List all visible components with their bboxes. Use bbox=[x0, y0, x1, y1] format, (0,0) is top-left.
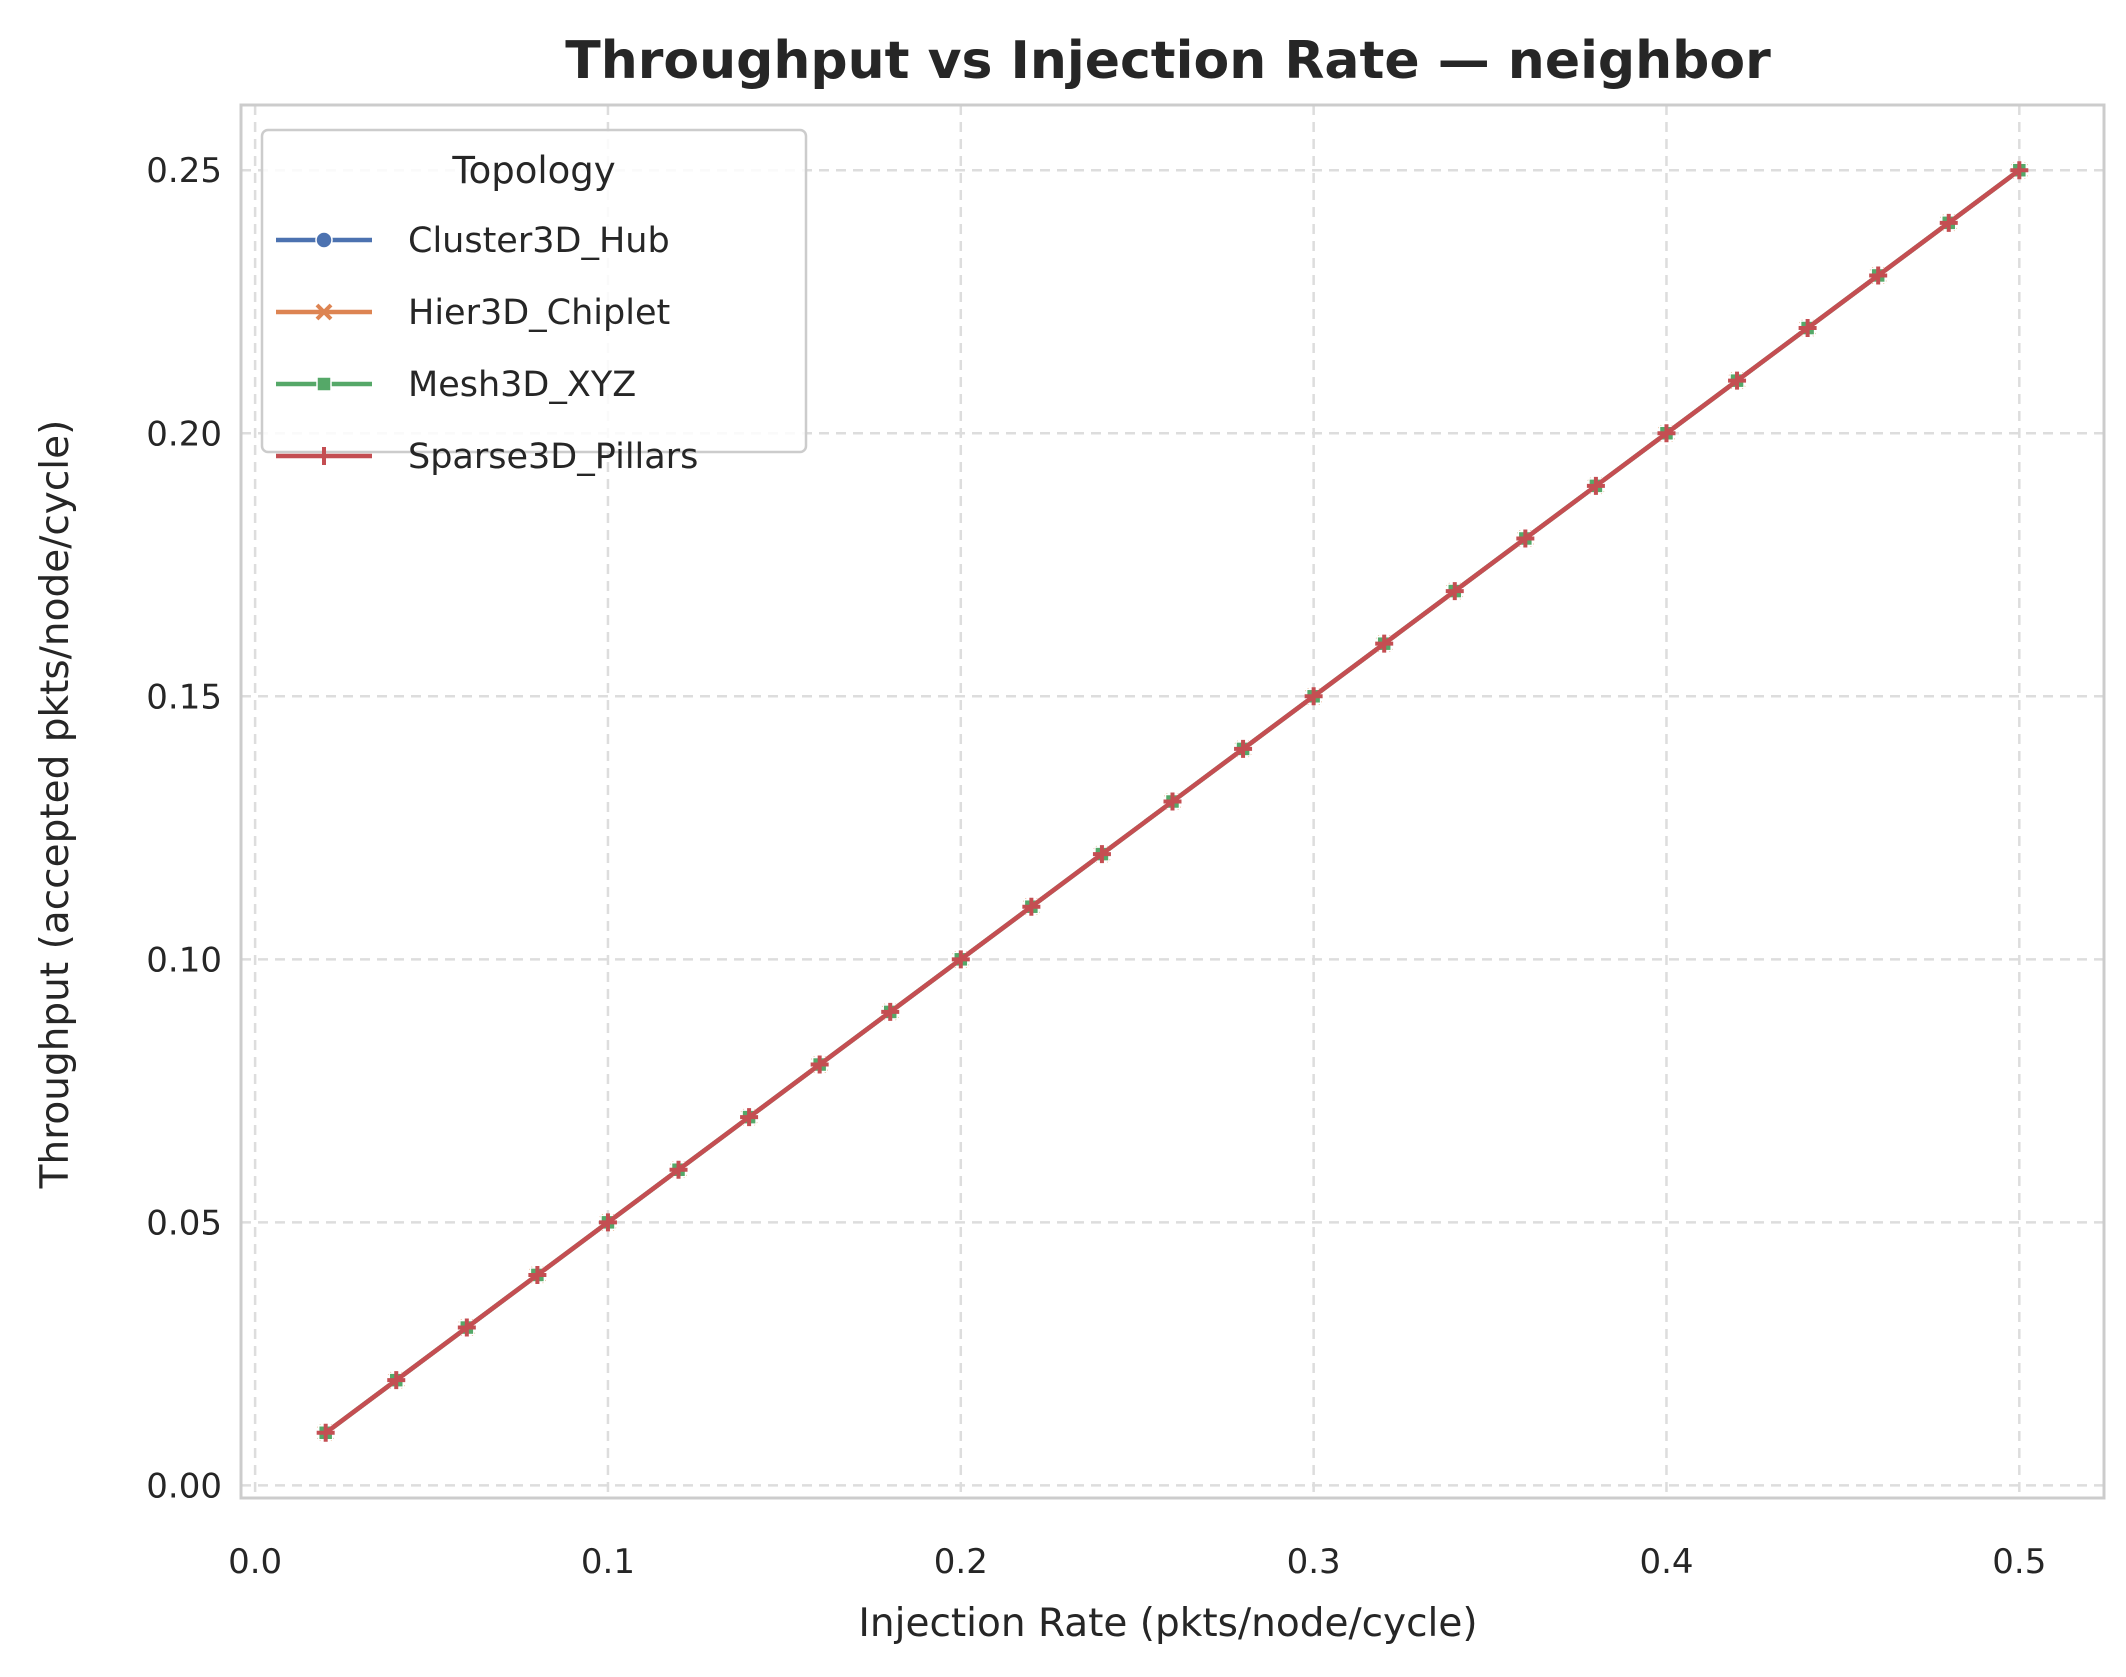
legend-marker bbox=[315, 447, 333, 465]
data-point bbox=[598, 1213, 617, 1232]
data-point bbox=[669, 1160, 688, 1179]
y-tick-label: 0.25 bbox=[146, 151, 222, 191]
legend-label: Mesh3D_XYZ bbox=[408, 365, 636, 405]
legend-marker bbox=[316, 376, 332, 392]
y-axis-label: Throughput (accepted pkts/node/cycle) bbox=[33, 420, 78, 1190]
legend-items: Cluster3D_Hub Hier3D_Chiplet Mesh3D_XYZ Spa… bbox=[276, 221, 698, 477]
data-point bbox=[810, 1055, 829, 1074]
y-axis-ticks: 0.00 0.05 0.10 0.15 0.20 0.25 bbox=[146, 151, 222, 1506]
data-point bbox=[1516, 529, 1535, 548]
legend: Topology Cluster3D_Hub Hier3D_Chiplet Mesh… bbox=[260, 128, 808, 477]
data-point bbox=[1304, 687, 1323, 706]
legend-label: Cluster3D_Hub bbox=[408, 221, 670, 261]
data-point bbox=[316, 1423, 335, 1442]
data-point bbox=[1798, 319, 1817, 338]
data-point bbox=[457, 1318, 476, 1337]
chart-title: Throughput vs Injection Rate — neighbor bbox=[565, 31, 1771, 91]
legend-box bbox=[260, 128, 808, 454]
data-point bbox=[1163, 792, 1182, 811]
legend-item-cluster3d-hub: Cluster3D_Hub bbox=[276, 221, 670, 261]
x-tick-label: 0.3 bbox=[1287, 1542, 1341, 1582]
data-point bbox=[1869, 266, 1888, 285]
y-tick-label: 0.10 bbox=[146, 940, 222, 980]
y-tick-label: 0.00 bbox=[146, 1466, 222, 1506]
legend-label: Sparse3D_Pillars bbox=[408, 437, 698, 477]
x-tick-label: 0.1 bbox=[581, 1542, 635, 1582]
legend-title: Topology bbox=[451, 149, 615, 192]
legend-marker bbox=[315, 303, 333, 321]
legend-marker bbox=[315, 231, 333, 249]
data-point bbox=[1657, 424, 1676, 443]
y-tick-label: 0.20 bbox=[146, 414, 222, 454]
data-point bbox=[740, 1108, 759, 1127]
data-point bbox=[387, 1371, 406, 1390]
series-layer bbox=[316, 161, 2029, 1442]
x-axis-label: Injection Rate (pkts/node/cycle) bbox=[858, 1601, 1477, 1646]
data-point bbox=[881, 1002, 900, 1021]
data-point bbox=[951, 950, 970, 969]
data-point bbox=[1445, 582, 1464, 601]
x-tick-label: 0.5 bbox=[1992, 1542, 2046, 1582]
data-point bbox=[528, 1265, 547, 1284]
y-tick-label: 0.15 bbox=[146, 677, 222, 717]
y-tick-label: 0.05 bbox=[146, 1203, 222, 1243]
data-point bbox=[1375, 634, 1394, 653]
x-tick-label: 0.4 bbox=[1639, 1542, 1693, 1582]
x-axis-ticks: 0.0 0.1 0.2 0.3 0.4 0.5 bbox=[228, 1542, 2046, 1582]
legend-label: Hier3D_Chiplet bbox=[408, 293, 670, 333]
data-point bbox=[1022, 897, 1041, 916]
data-point bbox=[1234, 739, 1253, 758]
data-point bbox=[2010, 161, 2029, 180]
legend-item-mesh3d-xyz: Mesh3D_XYZ bbox=[276, 365, 636, 405]
data-point bbox=[1728, 371, 1747, 390]
series-sparse3d-pillars bbox=[316, 161, 2029, 1442]
data-point bbox=[1939, 213, 1958, 232]
x-tick-label: 0.2 bbox=[934, 1542, 988, 1582]
x-tick-label: 0.0 bbox=[228, 1542, 282, 1582]
data-point bbox=[1586, 476, 1605, 495]
plot-frame bbox=[239, 103, 2106, 1500]
legend-item-sparse3d-pillars: Sparse3D_Pillars bbox=[276, 437, 698, 477]
data-point bbox=[1092, 845, 1111, 864]
legend-item-hier3d-chiplet: Hier3D_Chiplet bbox=[276, 293, 670, 333]
